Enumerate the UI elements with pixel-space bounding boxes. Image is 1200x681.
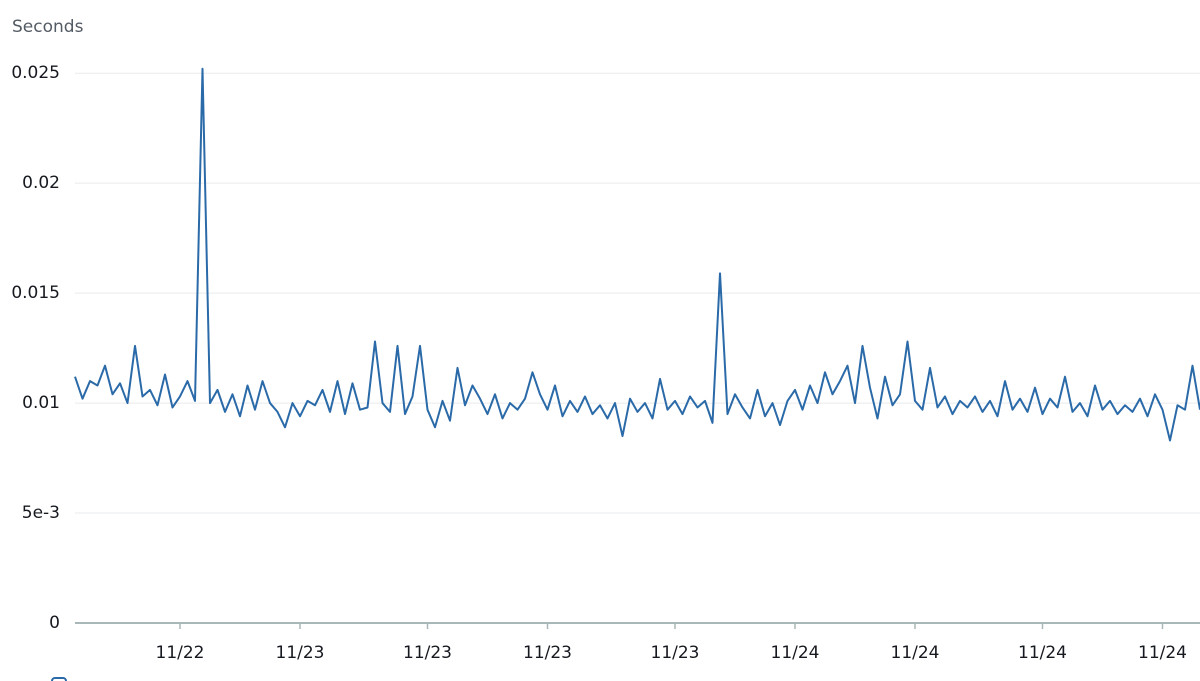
y-tick-label: 0.015 <box>11 283 60 303</box>
y-axis-label: Seconds <box>12 17 84 37</box>
x-tick-label: 11/23 <box>403 643 452 663</box>
y-tick-label: 0.01 <box>22 393 60 413</box>
x-tick-label: 11/23 <box>523 643 572 663</box>
y-tick-label: 0 <box>49 613 60 633</box>
y-tick-label: 5e-3 <box>22 503 60 523</box>
legend-checkbox[interactable] <box>51 677 67 681</box>
y-tick-label: 0.02 <box>22 173 60 193</box>
x-tick-label: 11/24 <box>1018 643 1067 663</box>
x-tick-label: 11/24 <box>891 643 940 663</box>
x-tick-label: 11/24 <box>771 643 820 663</box>
y-tick-label: 0.025 <box>11 63 60 83</box>
x-tick-label: 11/23 <box>651 643 700 663</box>
x-tick-label: 11/22 <box>156 643 205 663</box>
data-line <box>74 67 1200 442</box>
x-tick-label: 11/24 <box>1138 643 1187 663</box>
x-tick-label: 11/23 <box>276 643 325 663</box>
